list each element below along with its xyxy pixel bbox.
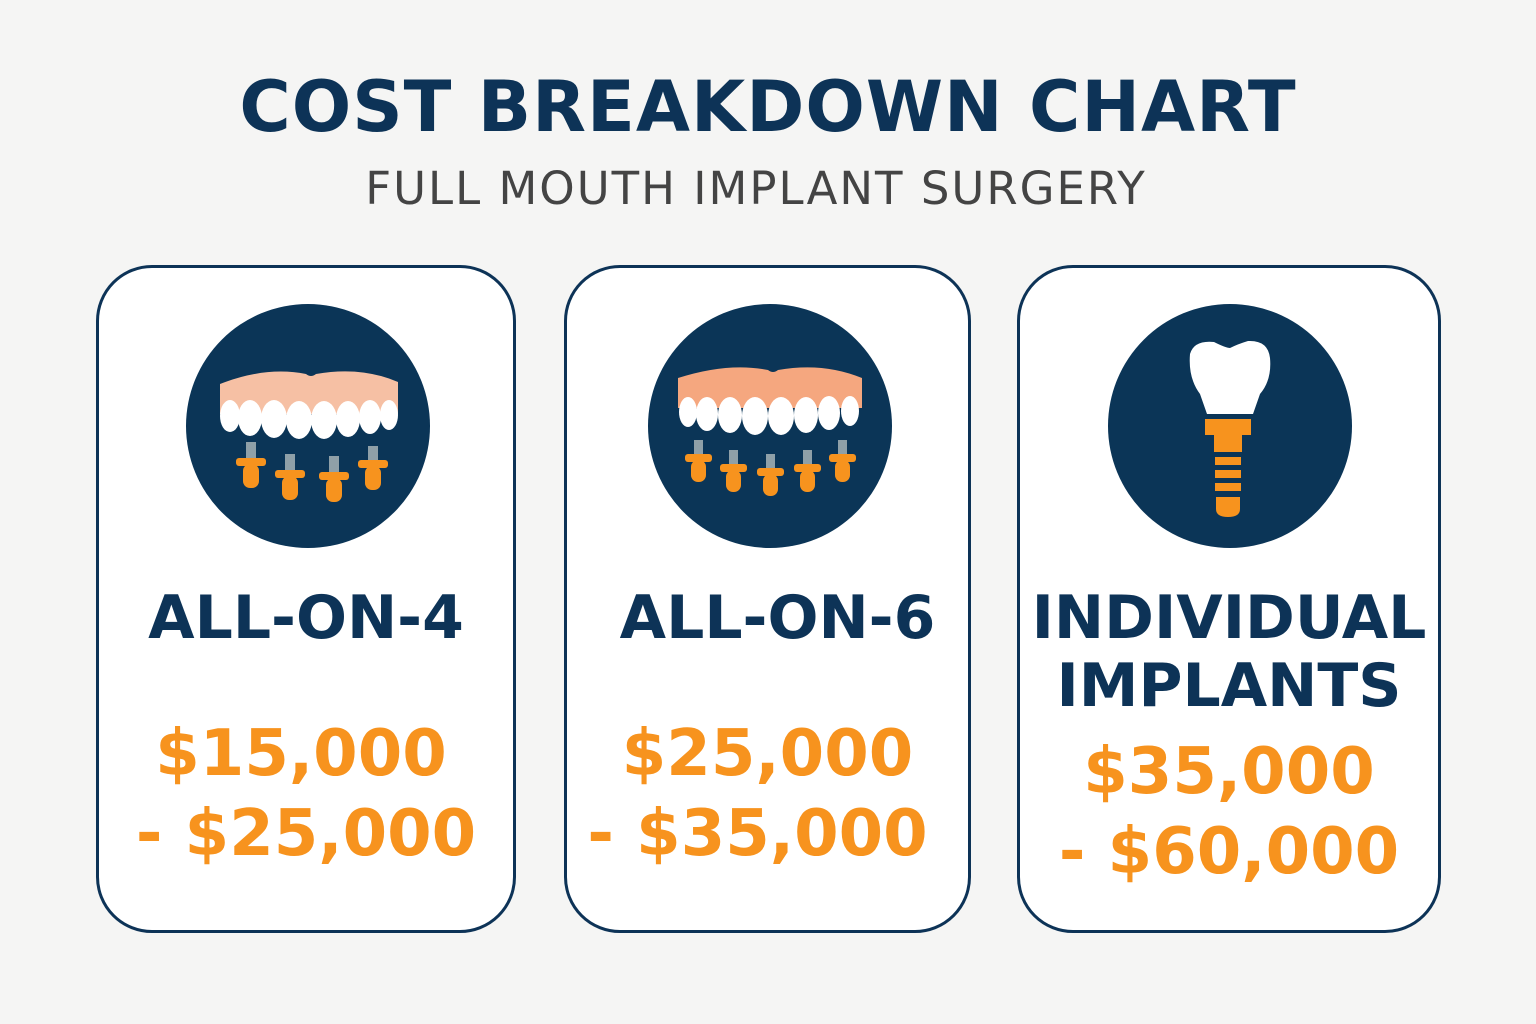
card-name-line2: IMPLANTS (1056, 651, 1402, 721)
denture-6-implants-icon (648, 304, 892, 548)
denture-4-implants-icon (186, 304, 430, 548)
card-name: ALL-ON-4 (148, 583, 464, 653)
price-high: - $25,000 (135, 797, 477, 871)
card-name: ALL-ON-6 (619, 583, 936, 653)
price-low: $15,000 (155, 717, 447, 791)
card-name-line1: INDIVIDUAL (1031, 583, 1427, 653)
page-title: COST BREAKDOWN CHART (239, 66, 1297, 148)
price-high: - $35,000 (587, 797, 928, 871)
card-all-on-4: ALL-ON-4 $15,000 - $25,000 (96, 265, 516, 933)
card-individual-implants: INDIVIDUAL IMPLANTS $35,000 - $60,000 (1017, 265, 1441, 933)
page-subtitle: FULL MOUTH IMPLANT SURGERY (365, 162, 1147, 215)
price-high: - $60,000 (1058, 815, 1400, 889)
price-low: $25,000 (621, 717, 914, 791)
card-all-on-6: ALL-ON-6 $25,000 - $35,000 (564, 265, 971, 933)
single-tooth-implant-icon (1108, 304, 1352, 548)
price-low: $35,000 (1083, 735, 1375, 809)
